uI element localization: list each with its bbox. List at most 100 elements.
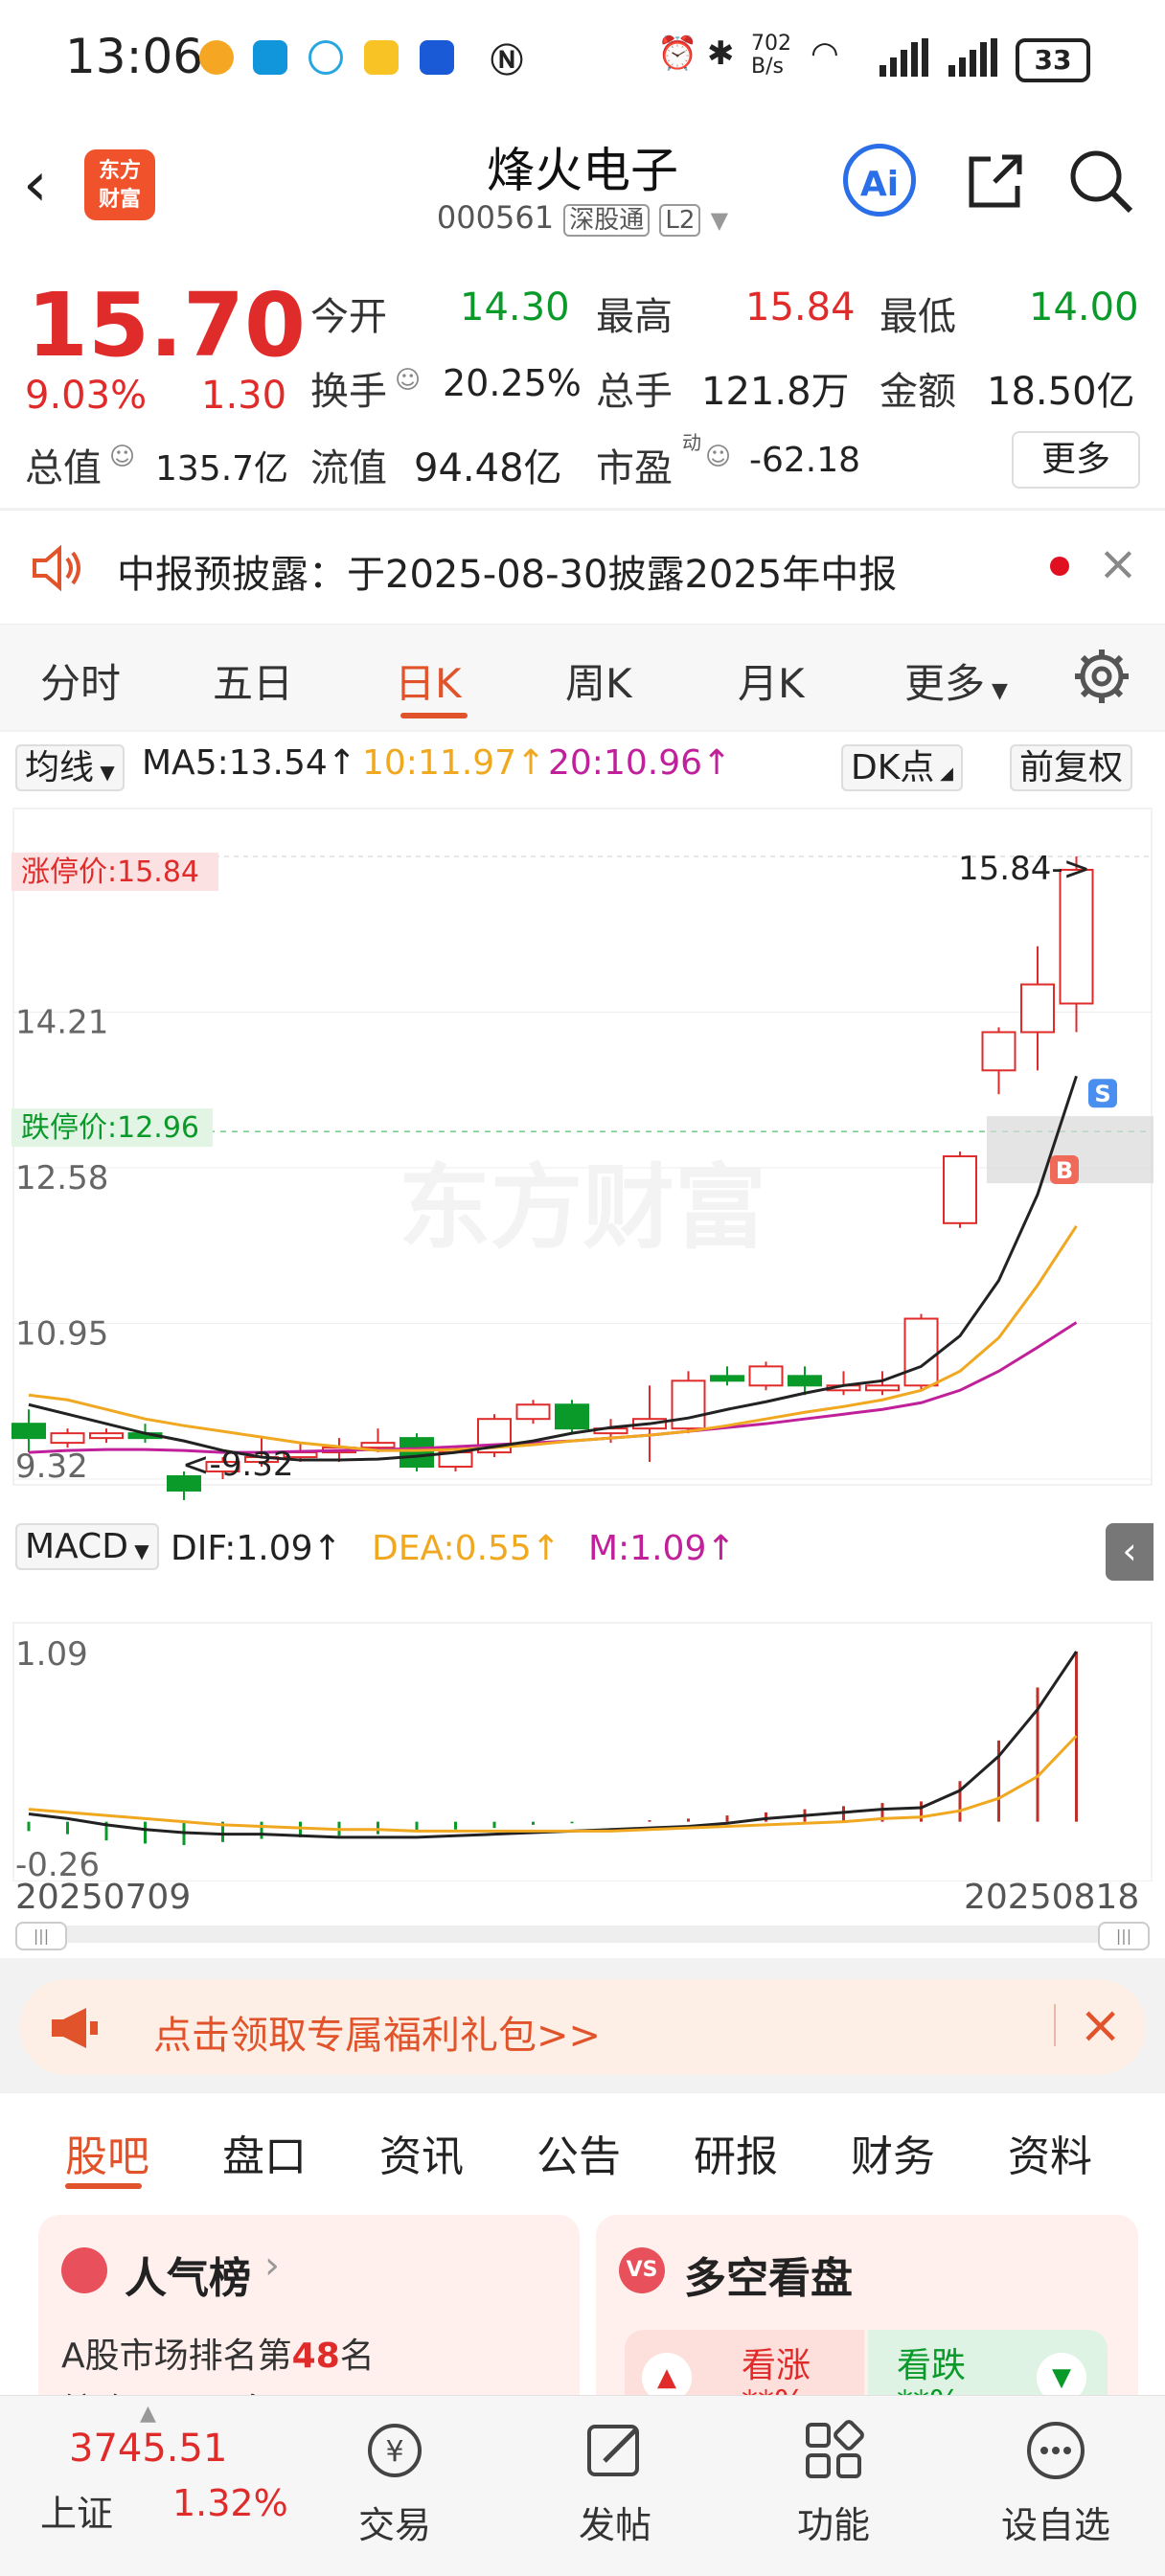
stock-name: 烽火电子 [487,143,678,198]
nav-post[interactable]: 发帖 [538,2419,692,2548]
ma10-line [28,1224,1078,1452]
nav-functions-label: 功能 [796,2504,870,2546]
trade-icon: ¥ [363,2419,426,2482]
tab-pankou[interactable]: 盘口 [222,2132,307,2181]
popularity-card[interactable]: 人气榜 › A股市场排名第48名 较昨日↑45名 [38,2215,580,2401]
info-icon[interactable]: ☺ [705,443,732,471]
settings-gear-icon[interactable] [1071,646,1132,707]
index-ticker[interactable]: ▲ 3745.51 上证 1.32% [0,2396,316,2576]
candle-body [671,1379,706,1430]
date-end: 20250818 [964,1878,1140,1917]
announcement-bar[interactable]: 中报预披露：于2025-08-30披露2025年中报 × [0,510,1165,625]
ma-label: 均线 [25,748,95,787]
announcement-text: 中报预披露：于2025-08-30披露2025年中报 [117,553,898,597]
low-value: 14.00 [1029,285,1139,330]
speaker-icon [29,541,82,595]
index-change: 1.32% [172,2482,288,2524]
buy-mark: B [1056,1157,1073,1184]
candle-body [943,1155,977,1224]
candle-body [748,1365,784,1387]
info-icon[interactable]: ☺ [395,366,422,395]
tab-research[interactable]: 研报 [694,2132,778,2181]
quote-panel: 15.70 9.03% 1.30 今开 14.30 最高 15.84 最低 14… [0,257,1165,508]
tab-daily-k[interactable]: 日K [395,660,462,707]
stock-code: 000561 [436,199,555,236]
more-button[interactable]: 更多 [1012,431,1140,489]
search-icon[interactable] [1067,148,1134,215]
alarm-icon: ⏰ [657,34,698,73]
signal-icon-2 [948,38,998,77]
status-bar: 13:06 Ⓝ ⏰ ✱ 702 B/s ◠ 33 [0,0,1165,115]
ma5-value: MA5:13.54↑ [142,743,356,783]
open-value: 14.30 [460,285,570,330]
nfc-icon: Ⓝ [491,42,523,80]
macd-selector[interactable]: MACD ▼ [15,1523,159,1570]
ai-button[interactable]: Ai [843,144,916,217]
share-icon[interactable] [962,148,1029,215]
collapse-left-icon[interactable]: ‹ [1106,1523,1154,1581]
m-value: M:1.09↑ [588,1529,736,1568]
long-short-title: 多空看盘 [684,2254,853,2303]
tab-news[interactable]: 资讯 [379,2132,464,2181]
adjust-selector[interactable]: 前复权 [1010,740,1133,791]
bear-button[interactable]: 看跌 **% ▼ [868,2330,1108,2401]
float-label: 流值 [310,446,387,490]
edit-icon [583,2419,647,2482]
range-scrollbar[interactable]: ||| ||| [15,1922,1150,1950]
volume-label: 总手 [596,370,673,414]
l2-tag: L2 [659,204,701,237]
tab-notices[interactable]: 公告 [537,2132,621,2181]
sell-mark: S [1094,1081,1110,1107]
tab-weekly-k[interactable]: 周K [565,660,632,707]
tab-monthly-k[interactable]: 月K [738,660,805,707]
unread-dot [1050,557,1069,576]
nav-trade[interactable]: ¥ 交易 [318,2419,471,2548]
tab-intraday[interactable]: 分时 [40,660,122,707]
macd-bottom-label: -0.26 [15,1846,100,1881]
ma10-value: 10:11.97↑ [362,743,546,783]
tab-five-day[interactable]: 五日 [213,660,294,707]
dk-point-selector[interactable]: DK点 ◢ [841,740,963,791]
info-icon[interactable]: ☺ [109,443,136,471]
low-label: 最低 [879,295,956,339]
chevron-right-icon: › [264,2244,280,2288]
macd-frame [12,1622,1153,1881]
range-handle-left[interactable]: ||| [15,1922,67,1950]
tab-profile[interactable]: 资料 [1008,2132,1092,2181]
rank-number: 48 [291,2337,340,2376]
rank-prefix: A股市场排名第 [61,2337,292,2376]
nav-functions[interactable]: 功能 [757,2419,910,2548]
dif-value: DIF:1.09↑ [171,1529,342,1568]
long-short-card[interactable]: VS 多空看盘 ▲ 看涨 **% 看跌 **% ▼ [596,2215,1138,2401]
candle-body [710,1375,744,1382]
index-name: 上证 [40,2493,114,2535]
candle-body [167,1475,201,1492]
current-price: 15.70 [27,274,307,376]
tab-guba[interactable]: 股吧 [65,2132,149,2181]
candle-body [11,1423,46,1440]
chevron-down-icon: ▼ [127,1539,149,1562]
kline-chart-panel: 均线 ▼ MA5:13.54↑ 10:11.97↑ 20:10.96↑ DK点 … [0,732,1165,1958]
nav-watchlist[interactable]: 设自选 [979,2419,1132,2548]
app-notification-icon [199,40,234,75]
ma20-value: 20:10.96↑ [548,743,732,783]
wifi-icon: ◠ [811,34,839,73]
browser-icon [308,40,343,75]
open-label: 今开 [310,295,387,339]
chevron-down-icon[interactable]: ▼ [710,207,729,234]
bull-button[interactable]: ▲ 看涨 **% [625,2330,864,2401]
candle-body [400,1437,434,1469]
back-icon[interactable]: ‹ [23,149,48,220]
candle-body [788,1375,822,1387]
date-start: 20250709 [15,1878,192,1917]
close-icon[interactable]: × [1098,536,1138,591]
range-handle-right[interactable]: ||| [1098,1922,1150,1950]
close-icon[interactable]: × [1079,1995,1123,2055]
tab-finance[interactable]: 财务 [851,2132,935,2181]
promo-banner[interactable]: 点击领取专属福利礼包>> × [19,1979,1146,2075]
mktcap-value: 135.7亿 [155,449,289,489]
kline-svg[interactable]: 东方财富 涨停价:15.84 跌停价:12.96 14.21 12.58 10.95 9.3… [0,789,1165,1881]
tab-more[interactable]: 更多 ▼ [904,651,1008,710]
corner-icon: ◢ [934,764,953,784]
ma-selector[interactable]: 均线 ▼ [15,740,125,791]
